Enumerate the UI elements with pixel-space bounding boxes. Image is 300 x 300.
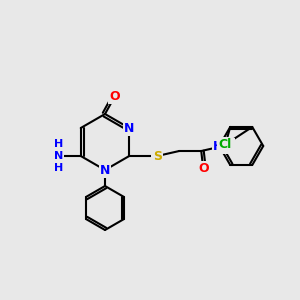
Text: N: N <box>124 122 134 134</box>
Text: N: N <box>100 164 110 176</box>
Text: Cl: Cl <box>219 138 232 152</box>
Text: O: O <box>110 89 120 103</box>
Text: O: O <box>198 163 208 176</box>
Text: H
N
H: H N H <box>54 140 63 172</box>
Text: S: S <box>153 149 162 163</box>
Text: HN: HN <box>213 140 234 152</box>
